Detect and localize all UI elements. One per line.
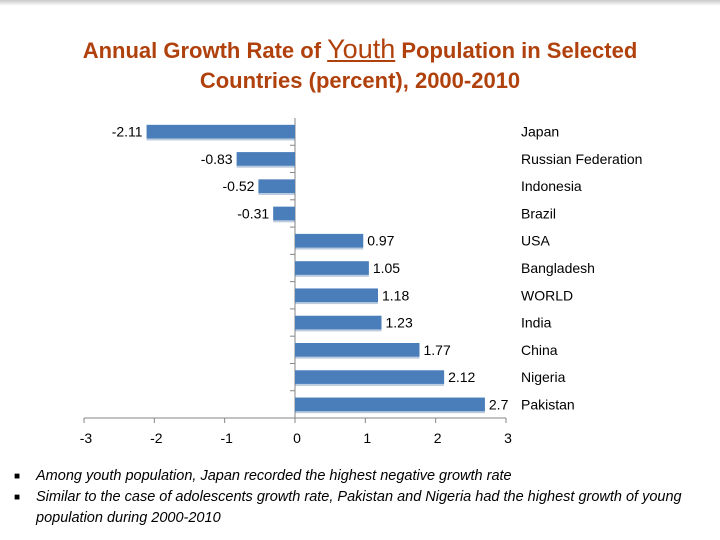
top-band xyxy=(0,0,720,6)
bar xyxy=(295,315,382,330)
bar xyxy=(295,288,378,303)
category-label: WORLD xyxy=(521,287,573,303)
title-line-1: Annual Growth Rate of Youth Population i… xyxy=(0,34,720,66)
x-tick-label: 2 xyxy=(434,430,442,446)
title-part-2: Population in Selected xyxy=(395,38,638,63)
bullet-item: ■ Similar to the case of adolescents gro… xyxy=(14,487,714,529)
bar xyxy=(295,233,364,248)
category-label: Bangladesh xyxy=(521,260,595,276)
bullet-list: ■ Among youth population, Japan recorded… xyxy=(14,466,714,529)
data-label: -0.83 xyxy=(201,151,233,167)
category-label: China xyxy=(521,342,558,358)
data-label: 1.18 xyxy=(382,287,409,303)
bullet-marker: ■ xyxy=(14,492,21,503)
data-label: 2.7 xyxy=(489,396,509,412)
x-tick-label: -1 xyxy=(220,430,233,446)
title-emphasis: Youth xyxy=(327,34,396,64)
bullet-text: Among youth population, Japan recorded t… xyxy=(36,468,512,484)
x-tick-label: 3 xyxy=(504,430,512,446)
category-label: Nigeria xyxy=(521,369,566,385)
category-label: Brazil xyxy=(521,205,556,221)
x-tick-label: 1 xyxy=(363,430,371,446)
bar xyxy=(295,370,445,384)
category-label: Pakistan xyxy=(521,396,575,412)
bar xyxy=(295,261,369,275)
bullet-text: Similar to the case of adolescents growt… xyxy=(36,489,682,526)
bar xyxy=(273,206,295,221)
data-label: 1.05 xyxy=(373,260,400,276)
data-label: -0.31 xyxy=(237,205,269,221)
category-label: Indonesia xyxy=(521,178,582,194)
bar xyxy=(236,152,295,166)
x-tick-label: -2 xyxy=(150,430,163,446)
bullet-marker: ■ xyxy=(14,471,21,482)
title-part-1: Annual Growth Rate of xyxy=(82,38,328,63)
slide-title: Annual Growth Rate of Youth Population i… xyxy=(0,34,720,96)
category-label: Japan xyxy=(521,124,559,140)
bar xyxy=(295,343,420,357)
x-tick-label: 0 xyxy=(293,430,301,446)
data-label: 1.77 xyxy=(423,342,450,358)
bar xyxy=(295,397,485,412)
data-label: -0.52 xyxy=(223,178,255,194)
category-label: India xyxy=(521,315,552,331)
bar xyxy=(258,179,295,193)
data-label: 1.23 xyxy=(386,315,413,331)
category-label: Russian Federation xyxy=(521,151,642,167)
bar xyxy=(146,124,295,139)
x-tick-label: -3 xyxy=(80,430,93,446)
data-label: 2.12 xyxy=(448,369,475,385)
data-label: -2.11 xyxy=(112,124,143,140)
data-label: 0.97 xyxy=(367,233,394,249)
bar-chart: -3 -2 -1 0 1 2 3 -2.11 Japan -0.83 Russian Federat… xyxy=(80,118,642,446)
title-line-2: Countries (percent), 2000-2010 xyxy=(199,68,521,93)
category-label: USA xyxy=(521,233,550,249)
bullet-item: ■ Among youth population, Japan recorded… xyxy=(14,466,714,487)
